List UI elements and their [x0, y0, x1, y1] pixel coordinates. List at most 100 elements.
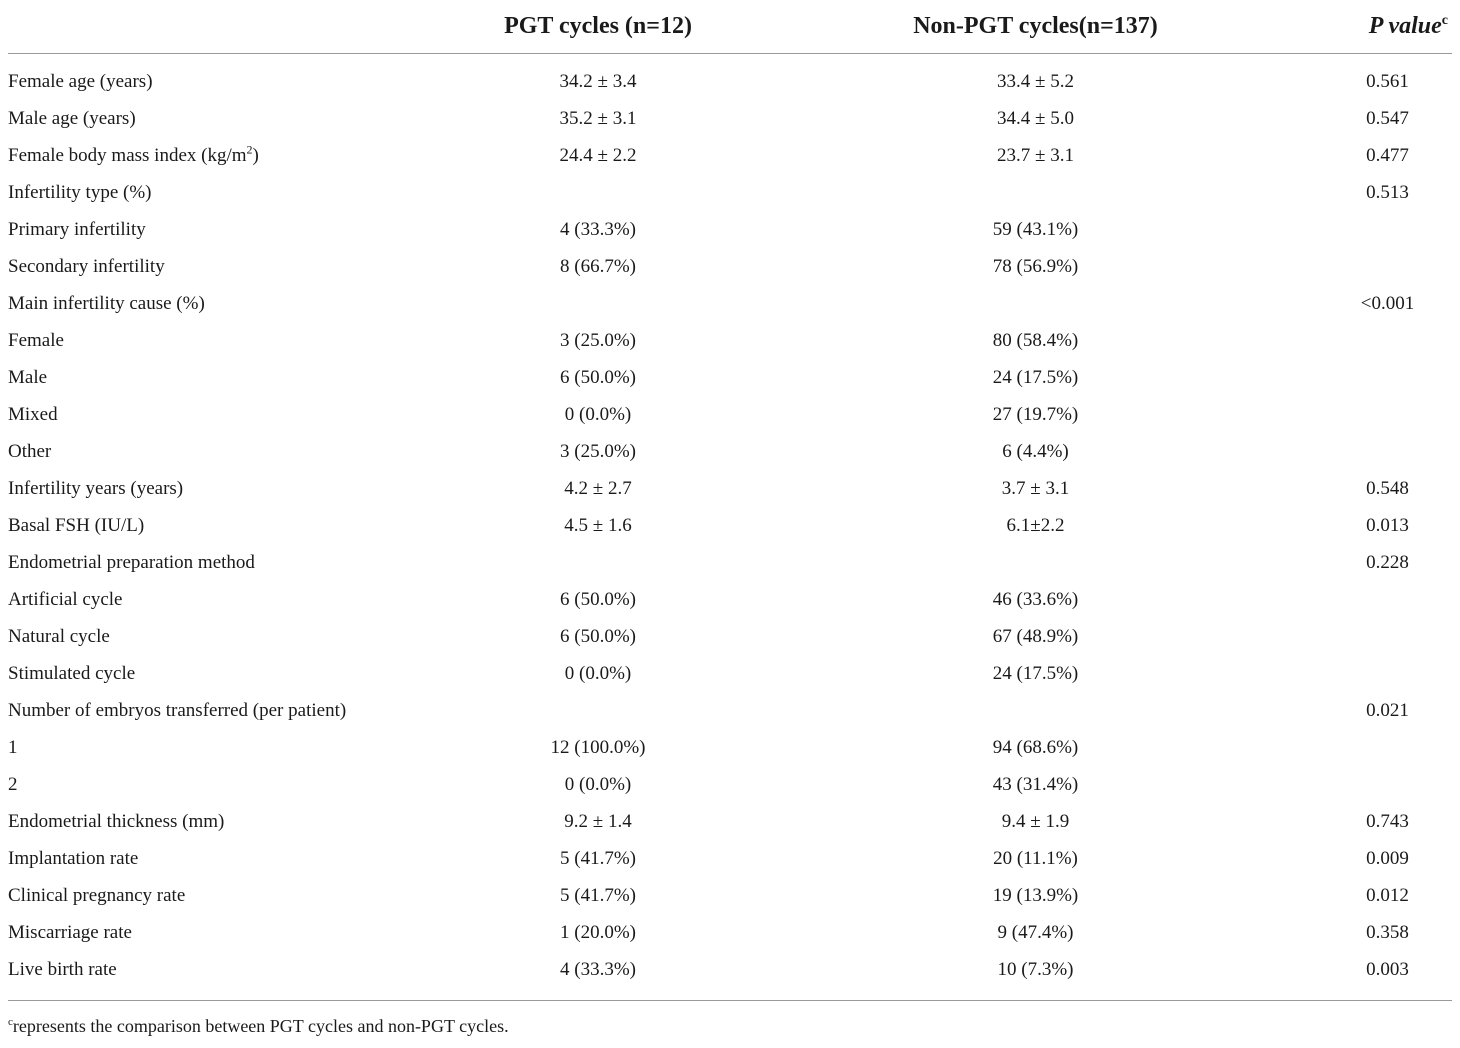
table-row: 1 12 (100.0%) 94 (68.6%) — [8, 729, 1452, 766]
table-row: Endometrial thickness (mm) 9.2 ± 1.4 9.4 ±… — [8, 803, 1452, 840]
row-label-text: Infertility type (%) — [8, 181, 152, 203]
row-label: Number of embryos transferred (per patie… — [8, 692, 448, 729]
table-row: Infertility years (years) 4.2 ± 2.7 3.7 ± … — [8, 470, 1452, 507]
row-p-value: 0.012 — [1366, 884, 1409, 906]
row-pgt-value: 3 (25.0%) — [560, 329, 636, 351]
row-pgt-value: 5 (41.7%) — [560, 884, 636, 906]
header-row: PGT cycles (n=12) Non-PGT cycles(n=137) … — [8, 0, 1452, 54]
row-p-value: 0.003 — [1323, 951, 1452, 1001]
footnote-text: represents the comparison between PGT cy… — [12, 1016, 509, 1036]
header-label-column — [8, 0, 448, 54]
table-row: Female body mass index (kg/m2) 24.4 ± 2.2… — [8, 137, 1452, 174]
comparison-table-container: PGT cycles (n=12) Non-PGT cycles(n=137) … — [8, 0, 1452, 1001]
table-header: PGT cycles (n=12) Non-PGT cycles(n=137) … — [8, 0, 1452, 54]
row-label: Male — [8, 359, 448, 396]
row-label: Other — [8, 433, 448, 470]
row-label-text: Endometrial thickness (mm) — [8, 810, 225, 832]
row-p-value — [1323, 248, 1452, 285]
row-p-value — [1323, 618, 1452, 655]
row-non-pgt-value: 3.7 ± 3.1 — [1001, 477, 1070, 499]
row-pgt-value: 34.2 ± 3.4 — [559, 70, 637, 92]
row-non-pgt-value: 27 (19.7%) — [992, 403, 1079, 425]
row-pgt-value: 0 (0.0%) — [564, 773, 632, 795]
row-p-value — [1323, 766, 1452, 803]
row-label-text: 1 — [8, 736, 18, 758]
row-p-value: 0.547 — [1366, 107, 1409, 129]
row-pgt-value: 35.2 ± 3.1 — [559, 107, 637, 129]
table-row: Implantation rate 5 (41.7%) 20 (11.1%) 0.00… — [8, 840, 1452, 877]
row-non-pgt-value: 67 (48.9%) — [992, 625, 1079, 647]
row-label: Secondary infertility — [8, 248, 448, 285]
row-label-text: Artificial cycle — [8, 588, 123, 610]
row-non-pgt-value: 20 (11.1%) — [993, 847, 1078, 869]
row-p-value — [1323, 359, 1452, 396]
row-label-text: Basal FSH (IU/L) — [8, 514, 145, 536]
row-pgt-value — [448, 692, 748, 729]
table-row: Miscarriage rate 1 (20.0%) 9 (47.4%) 0.358 — [8, 914, 1452, 951]
row-label-text: Male — [8, 366, 48, 388]
row-label: Infertility years (years) — [8, 470, 448, 507]
row-p-value: 0.021 — [1366, 699, 1409, 721]
row-non-pgt-value: 6.1±2.2 — [1006, 514, 1065, 536]
row-label: Endometrial thickness (mm) — [8, 803, 448, 840]
row-label-text: Female age (years) — [8, 70, 153, 92]
row-p-value — [1323, 211, 1452, 248]
header-p-value: P valuec — [1323, 0, 1452, 54]
header-p-value-text: P value — [1368, 13, 1442, 39]
row-pgt-value: 0 (0.0%) — [564, 662, 632, 684]
row-non-pgt-value: 34.4 ± 5.0 — [997, 107, 1074, 129]
table-row: 2 0 (0.0%) 43 (31.4%) — [8, 766, 1452, 803]
row-pgt-value: 6 (50.0%) — [560, 588, 636, 610]
row-label: Clinical pregnancy rate — [8, 877, 448, 914]
row-label-text: Female — [8, 329, 64, 351]
row-label-superscript: 2 — [246, 142, 253, 157]
table-row: Basal FSH (IU/L) 4.5 ± 1.6 6.1±2.2 0.013 — [8, 507, 1452, 544]
table-row: Male 6 (50.0%) 24 (17.5%) — [8, 359, 1452, 396]
row-non-pgt-value: 78 (56.9%) — [992, 255, 1079, 277]
row-pgt-value: 4 (33.3%) — [560, 218, 636, 240]
row-p-value — [1323, 655, 1452, 692]
row-non-pgt-value: 24 (17.5%) — [992, 662, 1079, 684]
row-label-text: 2 — [8, 773, 18, 795]
row-pgt-value: 9.2 ± 1.4 — [564, 810, 632, 832]
row-label: Infertility type (%) — [8, 174, 448, 211]
row-p-value: <0.001 — [1360, 292, 1415, 314]
table-footnote: crepresents the comparison between PGT c… — [8, 1016, 509, 1037]
row-p-value: 0.358 — [1366, 921, 1409, 943]
row-label-text: Natural cycle — [8, 625, 110, 647]
row-label-text: Implantation rate — [8, 847, 139, 869]
row-pgt-value: 24.4 ± 2.2 — [559, 144, 637, 166]
row-label: 1 — [8, 729, 448, 766]
row-label-text: Other — [8, 440, 52, 462]
table-row: Secondary infertility 8 (66.7%) 78 (56.9%) — [8, 248, 1452, 285]
row-label: Artificial cycle — [8, 581, 448, 618]
row-label: 2 — [8, 766, 448, 803]
row-label-text: Endometrial preparation method — [8, 551, 255, 573]
table-row: Female age (years) 34.2 ± 3.4 33.4 ± 5.2 0.… — [8, 54, 1452, 101]
row-label-text: Secondary infertility — [8, 255, 165, 277]
row-label: Main infertility cause (%) — [8, 285, 448, 322]
row-label: Miscarriage rate — [8, 914, 448, 951]
row-non-pgt-value: 46 (33.6%) — [992, 588, 1079, 610]
row-label-text: Number of embryos transferred (per patie… — [8, 699, 347, 721]
row-non-pgt-value: 59 (43.1%) — [992, 218, 1079, 240]
row-non-pgt-value: 10 (7.3%) — [748, 951, 1323, 1001]
table-row: Clinical pregnancy rate 5 (41.7%) 19 (13.9… — [8, 877, 1452, 914]
row-p-value: 0.228 — [1366, 551, 1409, 573]
row-pgt-value — [448, 285, 748, 322]
row-label-text: Primary infertility — [8, 218, 146, 240]
table-row: Mixed 0 (0.0%) 27 (19.7%) — [8, 396, 1452, 433]
row-non-pgt-value: 9 (47.4%) — [997, 921, 1074, 943]
row-non-pgt-value: 23.7 ± 3.1 — [997, 144, 1074, 166]
row-label-text: Live birth rate — [8, 958, 117, 980]
table-row: Natural cycle 6 (50.0%) 67 (48.9%) — [8, 618, 1452, 655]
table-row: Main infertility cause (%) <0.001 — [8, 285, 1452, 322]
table-body: Female age (years) 34.2 ± 3.4 33.4 ± 5.2 0.… — [8, 54, 1452, 1001]
row-p-value: 0.548 — [1366, 477, 1409, 499]
row-p-value — [1323, 581, 1452, 618]
table-row: Primary infertility 4 (33.3%) 59 (43.1%) — [8, 211, 1452, 248]
row-pgt-value: 3 (25.0%) — [560, 440, 636, 462]
row-non-pgt-value — [748, 174, 1323, 211]
row-label: Female age (years) — [8, 54, 448, 101]
row-p-value — [1323, 433, 1452, 470]
